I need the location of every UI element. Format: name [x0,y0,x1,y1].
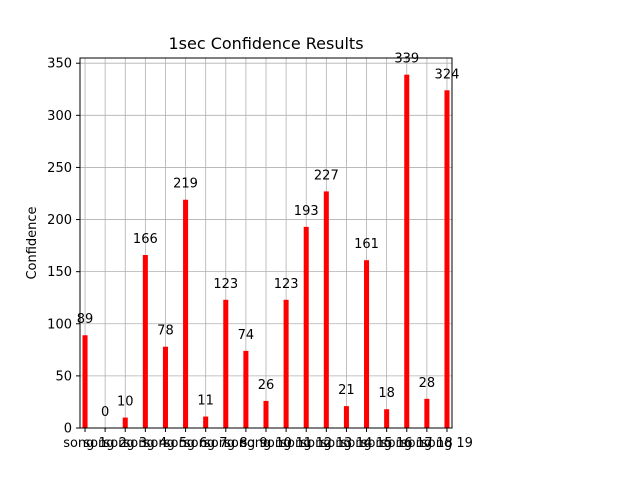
chart-title: 1sec Confidence Results [168,34,363,53]
bars [82,74,450,428]
data-label: 324 [435,67,460,82]
y-tick-label: 300 [47,109,72,124]
bar [162,346,168,428]
x-tick-label: song 5 [144,436,188,451]
x-tick-label: song 6 [164,436,208,451]
bar [444,90,450,428]
bar [243,350,249,428]
bar [82,335,88,428]
data-label: 21 [338,383,355,398]
bar [223,299,229,428]
data-label: 227 [314,168,339,183]
data-label: 28 [419,376,436,391]
data-label: 26 [258,378,275,393]
y-tick-label: 350 [47,57,72,72]
y-tick-label: 50 [55,369,72,384]
x-tick-label: song 13 [300,436,352,451]
bar [263,400,269,428]
bar [142,254,148,428]
x-tick-label: song 2 [83,436,127,451]
x-tick-label: song 19 [421,436,473,451]
x-tick-label: song 16 [361,436,413,451]
data-label: 123 [213,277,238,292]
bar [183,199,189,428]
data-label: 18 [378,386,395,401]
x-tick-label: song 11 [260,436,312,451]
bar [323,191,329,428]
x-tick-label: song 1 [63,436,107,451]
y-tick-label: 200 [47,213,72,228]
data-label: 0 [101,405,109,420]
data-label: 74 [238,328,255,343]
bar [404,74,410,428]
data-label: 161 [354,237,379,252]
bar [343,406,349,428]
data-label: 339 [394,52,419,67]
x-tick-label: song 8 [204,436,248,451]
x-tick-label: song 14 [320,436,372,451]
y-tick-label: 0 [64,422,72,437]
bar [283,299,289,428]
data-labels: 89 0 10 166 78 219 11 123 74 26 123 193 227 21 161 18 33… [77,52,460,420]
x-tick-label: song 7 [184,436,228,451]
bar [203,416,209,428]
x-tick-label: song 17 [381,436,433,451]
bar [364,260,370,428]
x-tick-label: song 15 [341,436,393,451]
x-tick-label: song 18 [401,436,453,451]
data-label: 166 [133,232,158,247]
x-tick-label: song 3 [103,436,147,451]
x-tick-label: song 12 [280,436,332,451]
bar [424,398,430,428]
data-label: 11 [197,394,214,409]
y-tick-label: 100 [47,317,72,332]
data-label: 193 [294,204,319,219]
bar [303,226,309,428]
data-label: 89 [77,312,94,327]
y-tick-label: 250 [47,161,72,176]
x-tick-label: song 4 [124,436,168,451]
y-axis-label: Confidence [25,206,40,279]
data-label: 219 [173,177,198,192]
data-label: 123 [274,277,299,292]
data-label: 10 [117,395,134,410]
y-tick-label: 150 [47,265,72,280]
data-label: 78 [157,324,174,339]
bar [122,417,128,428]
x-tick-label: song 9 [224,436,268,451]
bar [384,409,390,428]
x-tick-label: song 10 [240,436,292,451]
